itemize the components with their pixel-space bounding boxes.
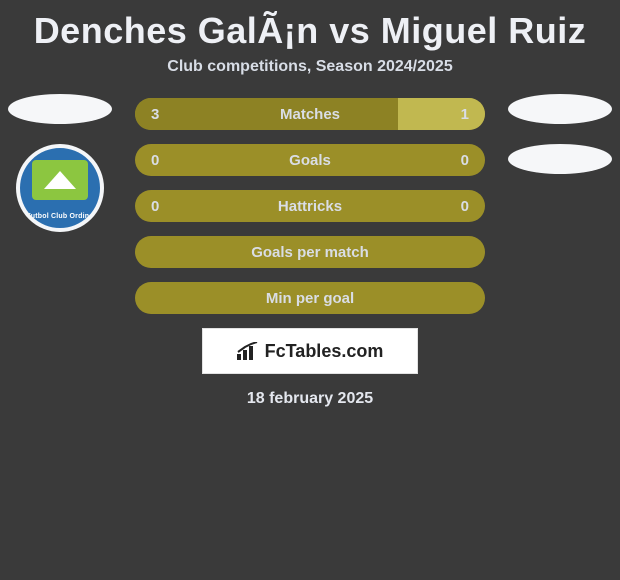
stat-bars: 3 Matches 1 0 Goals 0 0 Hattricks 0 Goal… (135, 94, 485, 314)
club-badge-left: Futbol Club Ordino (16, 144, 104, 232)
stat-label: Matches (205, 106, 415, 123)
page-subtitle: Club competitions, Season 2024/2025 (0, 58, 620, 94)
stat-label: Goals (205, 152, 415, 169)
stat-label: Goals per match (135, 244, 485, 261)
stat-label: Min per goal (135, 290, 485, 307)
player-left-badge-placeholder (8, 94, 112, 124)
right-badge-column (508, 94, 612, 174)
stat-bar-hattricks: 0 Hattricks 0 (135, 190, 485, 222)
stat-bar-goals: 0 Goals 0 (135, 144, 485, 176)
player-right-badge-placeholder (508, 94, 612, 124)
stat-bar-matches: 3 Matches 1 (135, 98, 485, 130)
club-badge-inner (32, 160, 88, 200)
brand-text: FcTables.com (265, 341, 384, 362)
club-right-badge-placeholder (508, 144, 612, 174)
stat-bar-min-per-goal: Min per goal (135, 282, 485, 314)
stat-value-right: 0 (415, 198, 485, 215)
brand-box: FcTables.com (202, 328, 418, 374)
stat-value-left: 0 (135, 152, 205, 169)
club-badge-text: Futbol Club Ordino (26, 213, 93, 220)
stat-value-left: 3 (135, 106, 205, 123)
stat-value-left: 0 (135, 198, 205, 215)
comparison-panel: Futbol Club Ordino 3 Matches 1 0 Goals 0… (0, 94, 620, 408)
stat-value-right: 1 (415, 106, 485, 123)
bars-chart-icon (237, 342, 259, 360)
mountain-icon (44, 171, 76, 189)
left-badge-column: Futbol Club Ordino (8, 94, 112, 232)
stat-label: Hattricks (205, 198, 415, 215)
stat-bar-goals-per-match: Goals per match (135, 236, 485, 268)
stat-value-right: 0 (415, 152, 485, 169)
date-label: 18 february 2025 (0, 390, 620, 408)
page-title: Denches GalÃ¡n vs Miguel Ruiz (0, 0, 620, 58)
